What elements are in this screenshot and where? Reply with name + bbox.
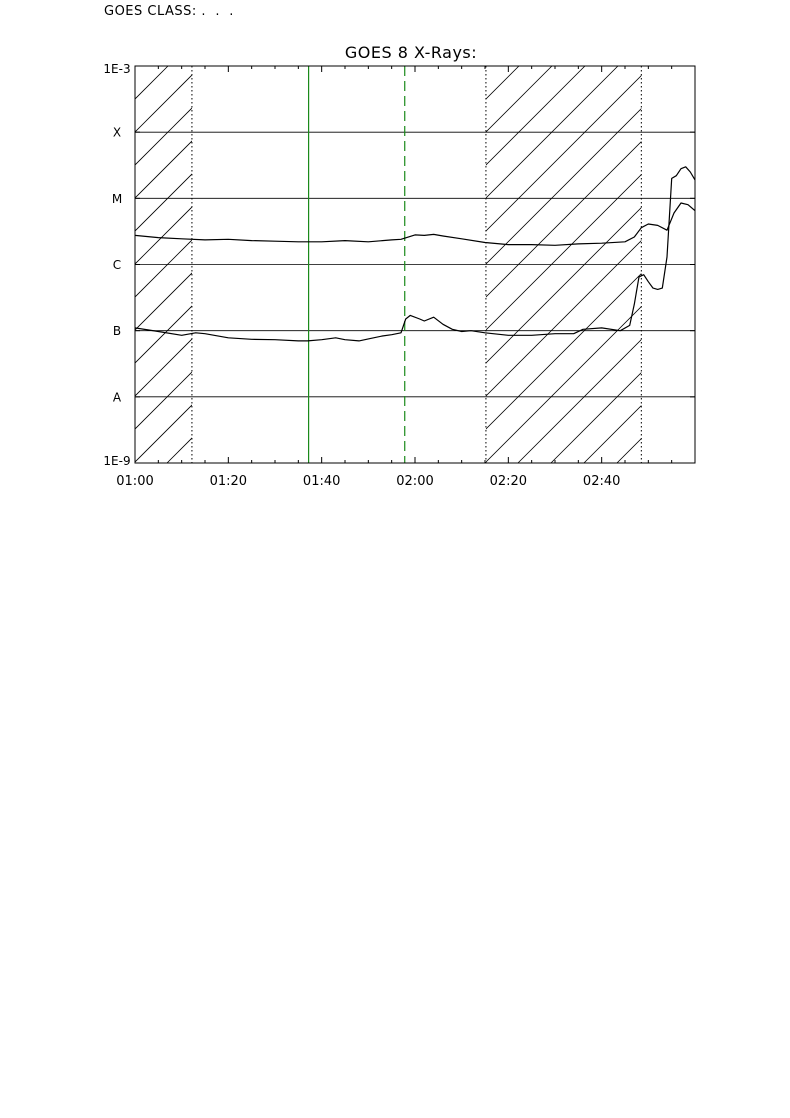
x-tick-label: 01:20 bbox=[210, 474, 247, 489]
y-tick-label: C bbox=[113, 258, 121, 272]
x-tick-label: 02:40 bbox=[583, 474, 620, 489]
series-lines bbox=[135, 166, 695, 342]
x-tick-label: 02:20 bbox=[490, 474, 527, 489]
event-markers bbox=[191, 66, 642, 463]
chart-title: GOES 8 X-Rays: bbox=[345, 43, 477, 62]
goes-class-label: GOES CLASS: . . . bbox=[104, 4, 234, 19]
y-tick-label: 1E-3 bbox=[103, 62, 130, 76]
x-tick-label: 01:40 bbox=[303, 474, 340, 489]
axis-ticks: 1E-3 X M C B A 1E-9 01:00 01:20 01:40 02:00 02:20 02… bbox=[103, 62, 695, 489]
y-tick-label: 1E-9 bbox=[103, 454, 130, 468]
y-tick-label: A bbox=[113, 390, 122, 404]
series-line-1 bbox=[135, 166, 695, 342]
y-tick-label: X bbox=[113, 126, 121, 140]
x-tick-label: 01:00 bbox=[116, 474, 153, 489]
y-tick-label: B bbox=[113, 324, 121, 338]
grid-lines bbox=[135, 131, 695, 398]
y-tick-label: M bbox=[112, 192, 122, 206]
x-tick-label: 02:00 bbox=[396, 474, 433, 489]
series-line-0 bbox=[135, 202, 695, 246]
